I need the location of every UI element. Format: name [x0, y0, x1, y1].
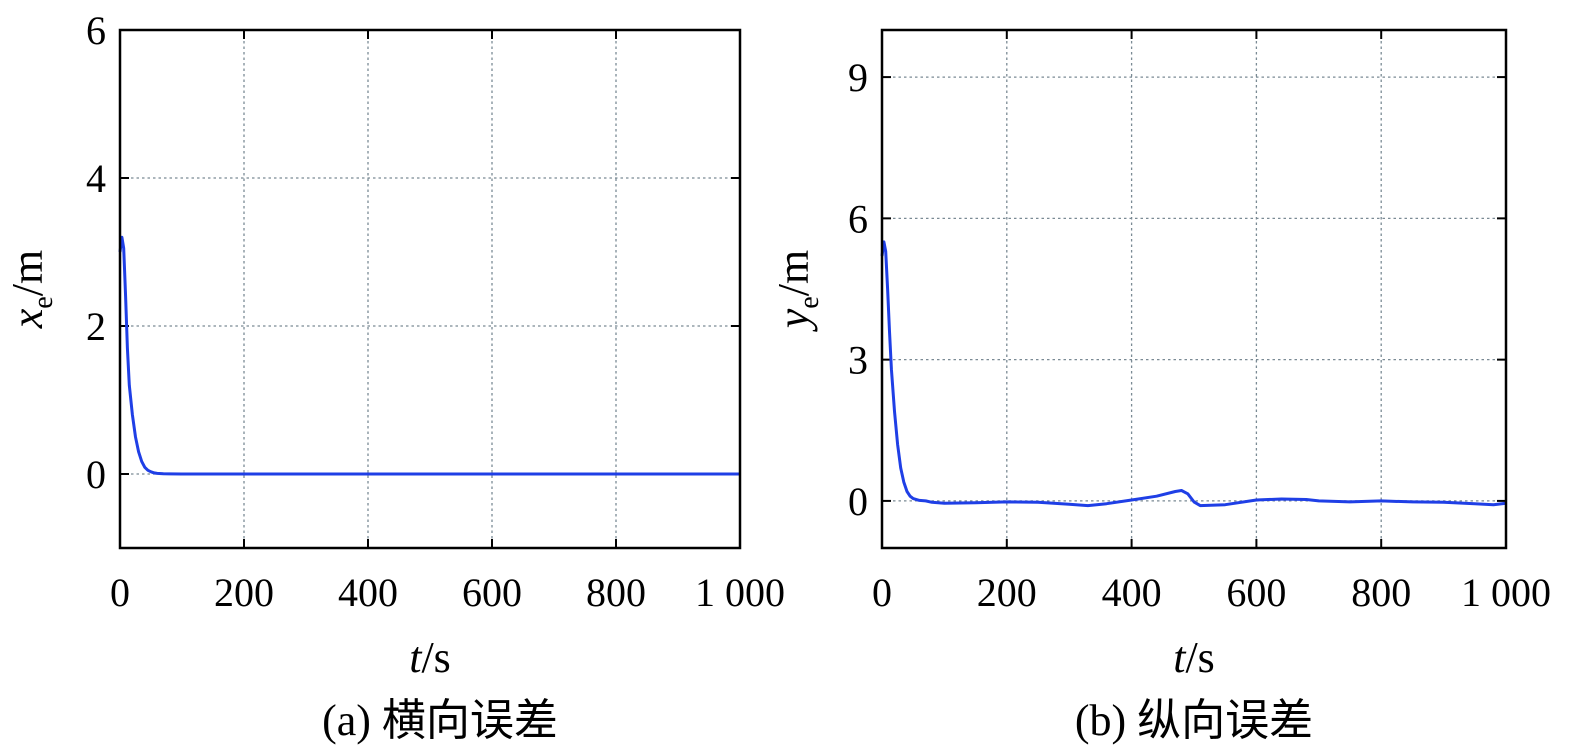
- plot-frame: [880, 28, 1508, 550]
- y-axis-label-sub: e: [794, 296, 825, 308]
- y-tick-label: 9: [848, 55, 868, 100]
- y-tick-label: 2: [86, 304, 106, 349]
- y-axis-label-unit: /m: [769, 250, 818, 296]
- x-axis-label-var: t: [409, 633, 423, 682]
- plot-frame: [118, 28, 742, 550]
- x-axis-label: t/s: [1173, 633, 1215, 682]
- x-axis-label: t/s: [409, 633, 451, 682]
- y-axis-label-var: y: [769, 308, 818, 332]
- y-axis-label-var: x: [3, 308, 52, 329]
- x-tick-label: 200: [214, 570, 274, 615]
- chart-panel-b: 0 200 400 600 800 1 000 0 3 6 9 t/s ye/m (b) 纵向误差: [769, 28, 1551, 745]
- y-tick-label: 6: [848, 196, 868, 241]
- series-line: [880, 240, 1507, 508]
- x-tick-label: 600: [462, 570, 522, 615]
- y-tick-label: 4: [86, 156, 106, 201]
- y-axis-label-sub: e: [28, 296, 59, 308]
- x-tick-label: 1 000: [1461, 570, 1551, 615]
- x-axis-label-unit: /s: [421, 633, 450, 682]
- x-axis-label-var: t: [1173, 633, 1187, 682]
- y-axis-label: xe/m: [3, 250, 59, 329]
- y-tick-label: 0: [848, 479, 868, 524]
- series-line: [118, 235, 740, 476]
- y-tick-label: 3: [848, 338, 868, 383]
- y-tick-label: 6: [86, 8, 106, 53]
- x-tick-label: 0: [872, 570, 892, 615]
- chart-panel-a: 0 200 400 600 800 1 000 0 2 4 6 t/s xe/m (a) 横向误差: [3, 8, 785, 745]
- x-tick-label: 200: [977, 570, 1037, 615]
- y-axis-label: ye/m: [769, 250, 825, 332]
- panel-caption: (a) 横向误差: [322, 696, 558, 745]
- panel-caption: (b) 纵向误差: [1075, 696, 1313, 745]
- x-tick-label: 0: [110, 570, 130, 615]
- y-tick-label: 0: [86, 452, 106, 497]
- x-axis-label-unit: /s: [1185, 633, 1214, 682]
- x-tick-label: 800: [1351, 570, 1411, 615]
- x-tick-label: 600: [1226, 570, 1286, 615]
- y-axis-label-unit: /m: [3, 250, 52, 296]
- x-tick-label: 1 000: [695, 570, 785, 615]
- x-tick-label: 800: [586, 570, 646, 615]
- x-tick-label: 400: [1102, 570, 1162, 615]
- x-tick-label: 400: [338, 570, 398, 615]
